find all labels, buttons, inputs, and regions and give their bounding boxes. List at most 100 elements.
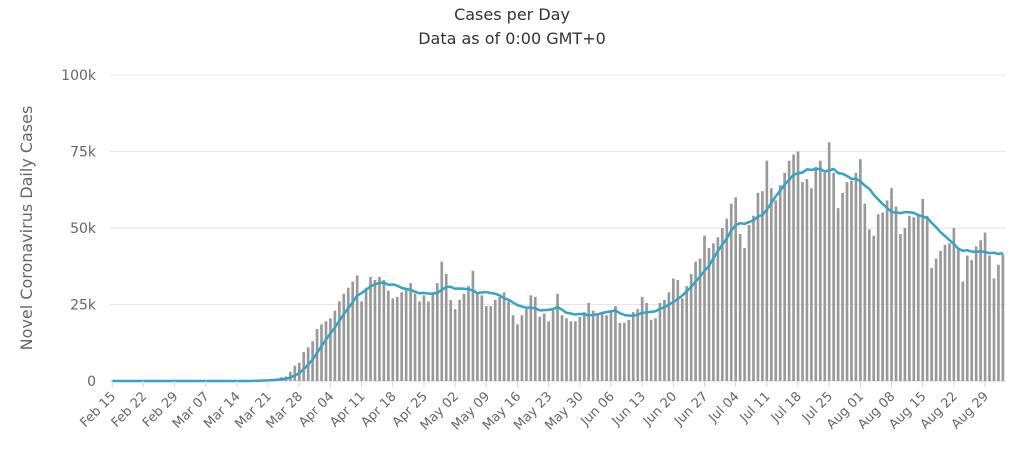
bar (814, 166, 818, 381)
bar (293, 365, 297, 381)
bar (609, 310, 613, 381)
bar (725, 218, 729, 381)
x-tick-label: Jul 18 (768, 389, 805, 426)
bar (382, 280, 386, 381)
bar (329, 318, 332, 381)
bar (801, 182, 804, 381)
bar (850, 180, 853, 381)
bar (743, 247, 746, 381)
bar (720, 228, 724, 381)
bar (342, 293, 346, 381)
chart-subtitle: Data as of 0:00 GMT+0 (418, 29, 606, 48)
y-tick-label: 25k (70, 298, 97, 314)
bar (729, 203, 733, 381)
bar (988, 255, 991, 381)
bar (992, 278, 996, 381)
bar (578, 316, 582, 381)
bar (783, 172, 787, 381)
bar (885, 200, 889, 381)
bar (698, 258, 702, 381)
y-tick-label: 0 (87, 374, 96, 390)
bar (796, 151, 800, 381)
bar (489, 306, 493, 381)
bar (364, 287, 368, 381)
bar (551, 310, 555, 381)
bar (997, 264, 1000, 381)
bar (623, 322, 626, 381)
bar (703, 235, 706, 381)
y-tick-label: 50k (70, 221, 97, 237)
bar (667, 292, 671, 381)
bar (533, 296, 537, 381)
bar (529, 295, 533, 381)
bar (983, 232, 987, 381)
bar (836, 208, 840, 381)
bar (654, 318, 657, 381)
bar (952, 228, 956, 381)
bar (890, 188, 893, 381)
bar (832, 172, 835, 381)
bar (605, 315, 608, 381)
bar (810, 188, 813, 381)
bar (774, 200, 778, 381)
x-tick-label: Jul 04 (705, 389, 742, 426)
bar (480, 295, 484, 381)
bar (818, 160, 822, 381)
bar (435, 283, 439, 381)
bar (493, 299, 497, 381)
bar (845, 182, 849, 381)
bar (689, 273, 693, 381)
bar (525, 309, 528, 381)
bar (618, 322, 622, 381)
bar (716, 237, 720, 381)
bar (948, 243, 951, 381)
bar (734, 197, 738, 381)
bar (872, 235, 876, 381)
y-axis-label: Novel Coronavirus Daily Cases (17, 106, 36, 351)
bar (778, 185, 782, 381)
bar (418, 301, 421, 381)
bar (498, 296, 501, 381)
bar (542, 313, 546, 381)
bar (547, 321, 550, 381)
x-tick-label: Jul 11 (737, 389, 774, 426)
bar (333, 310, 337, 381)
bar (484, 306, 488, 381)
bar (863, 203, 867, 381)
bar (591, 310, 595, 381)
bar (712, 243, 715, 381)
bar (507, 301, 510, 381)
bar (939, 250, 942, 381)
y-tick-label: 100k (61, 68, 97, 84)
bar (520, 315, 524, 381)
bar (752, 215, 755, 381)
bar (556, 293, 559, 381)
bar (792, 154, 795, 381)
bar (440, 261, 444, 381)
bar (614, 306, 617, 381)
bar (444, 273, 448, 381)
bar (903, 228, 907, 381)
bar (970, 260, 974, 381)
bar (582, 312, 586, 381)
bar (876, 214, 880, 381)
bar (854, 172, 858, 381)
bar (373, 280, 377, 381)
bar (395, 296, 399, 381)
moving-average-series (112, 167, 1004, 383)
bar (908, 215, 911, 381)
bar (627, 319, 631, 381)
bar (386, 290, 390, 381)
bar (324, 321, 328, 381)
bar (934, 258, 938, 381)
bar (663, 299, 666, 381)
bar (685, 286, 689, 381)
bar (302, 351, 306, 381)
x-tick-label: Jun 27 (671, 389, 711, 429)
bar (346, 287, 350, 381)
bar (422, 295, 426, 381)
bar (409, 283, 412, 381)
bar (912, 217, 916, 381)
bar (658, 302, 662, 381)
bar (894, 206, 898, 381)
